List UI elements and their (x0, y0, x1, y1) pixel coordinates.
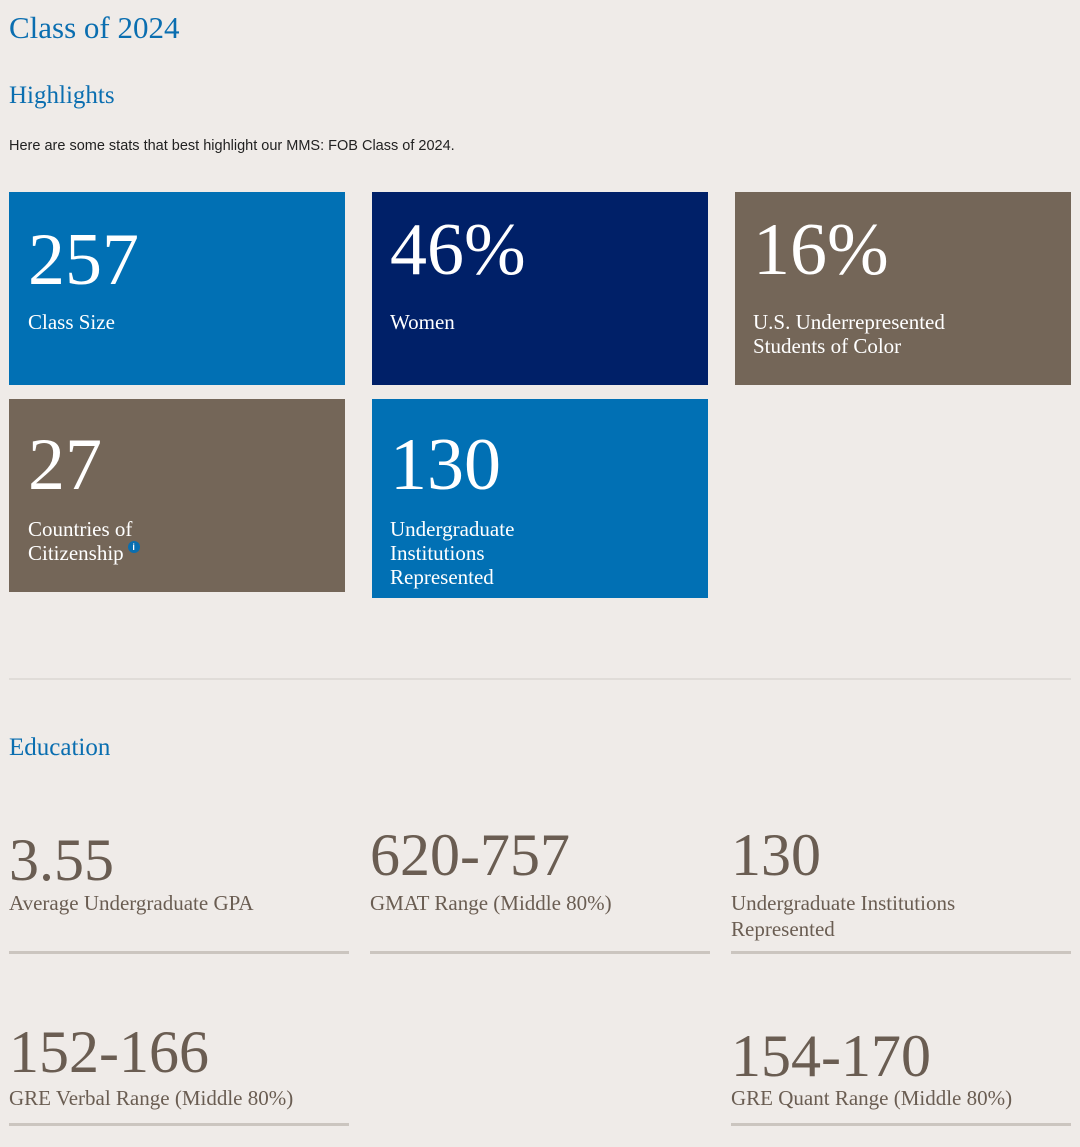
stat-label: Class Size (28, 310, 115, 334)
stat-label: Undergraduate Institutions Represented (390, 517, 515, 589)
info-icon[interactable]: i (127, 541, 140, 553)
highlights-intro: Here are some stats that best highlight … (9, 138, 455, 154)
stat-value: 27 (28, 424, 102, 506)
edu-stat-label: GMAT Range (Middle 80%) (370, 891, 612, 915)
stat-tile-women: 46% Women (372, 192, 708, 385)
stat-value: 130 (390, 424, 501, 506)
edu-stat-label: GRE Quant Range (Middle 80%) (731, 1086, 1013, 1110)
edu-stat-label: GRE Verbal Range (Middle 80%) (9, 1086, 294, 1110)
stat-label: Countries of Citizenship i (28, 517, 165, 565)
stat-tile-countries: 27 Countries of Citizenship i (9, 399, 345, 592)
edu-stat-label: Average Undergraduate GPA (9, 891, 254, 915)
stat-value: 16% (753, 209, 889, 291)
highlights-heading: Highlights (9, 82, 115, 109)
edu-stat-value: 130 (731, 822, 821, 888)
edu-stat-gpa: 3.55 Average Undergraduate GPA (9, 828, 349, 954)
stat-tile-class-size: 257 Class Size (9, 192, 345, 385)
edu-stat-value: 152-166 (9, 1019, 209, 1085)
stat-value: 257 (28, 219, 139, 301)
stat-label: Women (390, 310, 455, 334)
education-heading: Education (9, 734, 111, 761)
edu-stat-gmat: 620-757 GMAT Range (Middle 80%) (370, 823, 710, 954)
edu-stat-value: 154-170 (731, 1023, 931, 1089)
edu-stat-value: 620-757 (370, 822, 570, 888)
stat-tile-institutions: 130 Undergraduate Institutions Represent… (372, 399, 708, 598)
edu-stat-value: 3.55 (9, 827, 114, 893)
section-divider (9, 678, 1071, 680)
page-title: Class of 2024 (9, 10, 180, 45)
stat-label-text: Countries of Citizenship (28, 517, 133, 565)
edu-stat-label: Undergraduate Institutions Represented (731, 891, 956, 941)
edu-stat-gre-verbal: 152-166 GRE Verbal Range (Middle 80%) (9, 1020, 349, 1126)
stat-value: 46% (390, 209, 526, 291)
stat-tile-students-of-color: 16% U.S. Underrepresented Students of Co… (735, 192, 1071, 385)
stat-label: U.S. Underrepresented Students of Color (753, 310, 945, 358)
edu-stat-gre-quant: 154-170 GRE Quant Range (Middle 80%) (731, 1024, 1071, 1126)
edu-stat-institutions: 130 Undergraduate Institutions Represent… (731, 823, 1071, 954)
